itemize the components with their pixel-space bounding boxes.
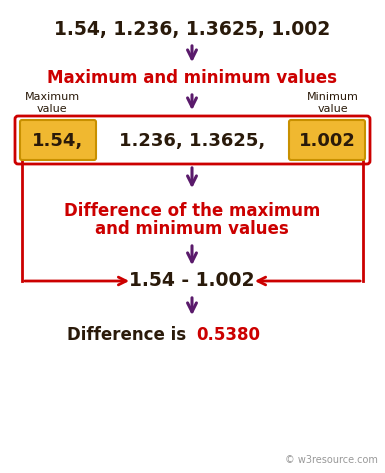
Text: Maximum
value: Maximum value bbox=[24, 92, 80, 114]
Text: Minimum
value: Minimum value bbox=[307, 92, 359, 114]
Text: Maximum and minimum values: Maximum and minimum values bbox=[47, 69, 337, 87]
Text: Difference is: Difference is bbox=[67, 326, 192, 344]
Text: 1.54 - 1.002: 1.54 - 1.002 bbox=[129, 272, 255, 290]
Text: and minimum values: and minimum values bbox=[95, 220, 289, 238]
Text: 1.002: 1.002 bbox=[298, 132, 355, 150]
FancyBboxPatch shape bbox=[20, 120, 96, 160]
Text: 1.236, 1.3625,: 1.236, 1.3625, bbox=[119, 132, 265, 150]
Text: © w3resource.com: © w3resource.com bbox=[285, 455, 378, 465]
FancyBboxPatch shape bbox=[289, 120, 365, 160]
Text: Difference of the maximum: Difference of the maximum bbox=[64, 202, 320, 220]
Text: 1.54, 1.236, 1.3625, 1.002: 1.54, 1.236, 1.3625, 1.002 bbox=[54, 20, 330, 40]
Text: 0.5380: 0.5380 bbox=[196, 326, 260, 344]
Text: 1.54,: 1.54, bbox=[32, 132, 84, 150]
